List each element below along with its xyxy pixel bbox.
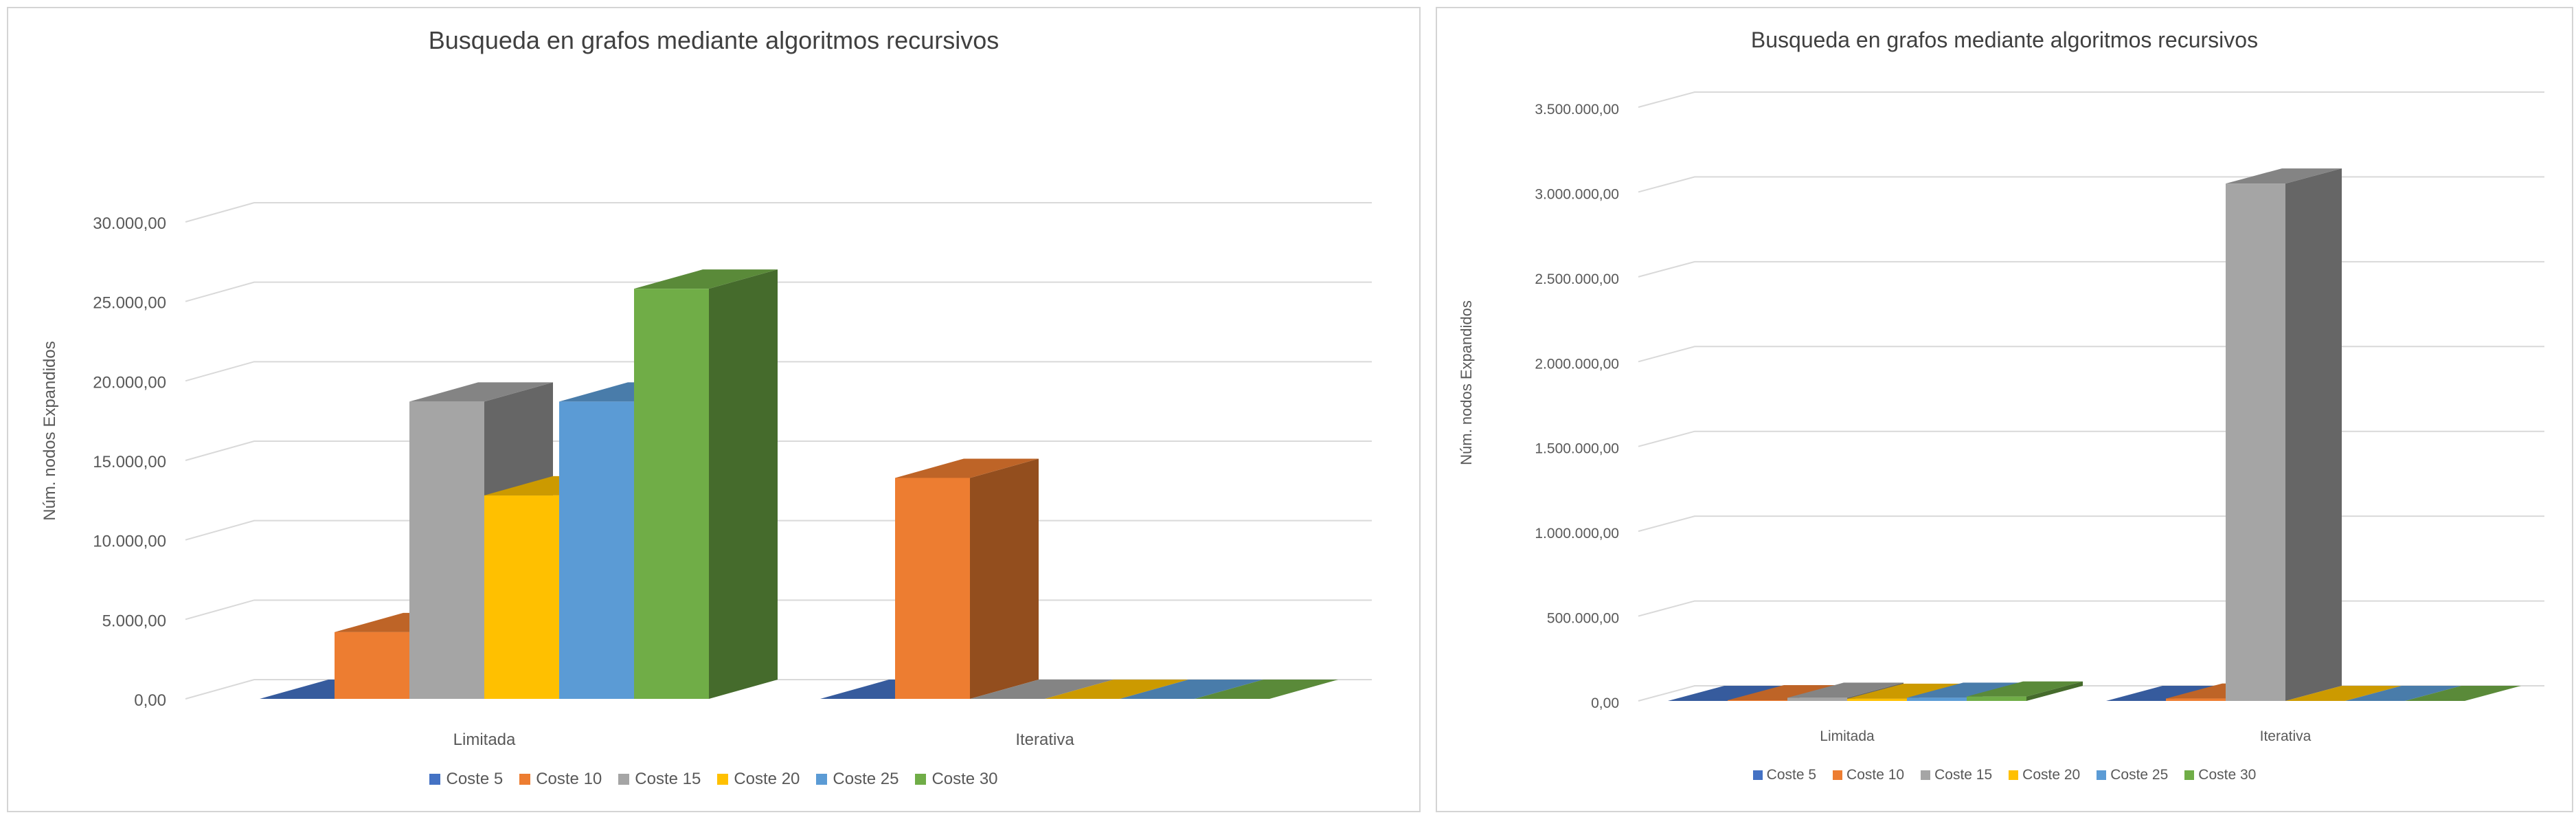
legend-label: Coste 15 — [1934, 767, 1993, 783]
legend-item: Coste 25 — [2097, 767, 2168, 783]
chart-right-ytick-label: 2.000.000,00 — [1535, 356, 1619, 372]
chart-right-bar — [2285, 686, 2402, 701]
chart-left-bar — [1120, 680, 1263, 699]
legend-item: Coste 10 — [519, 770, 602, 789]
chart-right-bar — [2226, 168, 2342, 702]
chart-right-ytick-label: 3.000.000,00 — [1535, 186, 1619, 202]
legend-label: Coste 20 — [734, 770, 800, 788]
chart-left-gridline — [185, 599, 1372, 621]
legend-swatch — [519, 774, 531, 785]
legend-label: Coste 25 — [2110, 767, 2169, 783]
legend-item: Coste 10 — [1833, 767, 1904, 783]
chart-left-ytick-label: 0,00 — [134, 691, 166, 710]
legend-swatch — [915, 774, 927, 785]
chart-right-ytick-label: 2.500.000,00 — [1535, 271, 1619, 287]
legend-swatch — [2009, 770, 2019, 780]
chart-right-title: Busqueda en grafos mediante algoritmos r… — [1750, 27, 2259, 52]
chart-right-category-label: Iterativa — [2260, 728, 2312, 744]
legend-item: Coste 15 — [1921, 767, 1992, 783]
chart-left-category-label: Iterativa — [1015, 730, 1074, 749]
legend-swatch — [429, 774, 441, 785]
chart-right-y-axis-title: Núm. nodos Expandidos — [1458, 300, 1475, 465]
chart-left-bar — [970, 680, 1114, 699]
chart-left-gridline — [185, 440, 1372, 461]
legend-swatch — [1921, 770, 1931, 780]
chart-right-gridline — [1638, 176, 2544, 193]
legend-label: Coste 30 — [2198, 767, 2257, 783]
chart-left-gridline — [185, 281, 1372, 302]
legend-item: Coste 30 — [2184, 767, 2256, 783]
legend-item: Coste 15 — [618, 770, 701, 789]
legend-label: Coste 30 — [931, 770, 998, 788]
chart-left-ytick-label: 5.000,00 — [102, 612, 166, 630]
legend-label: Coste 10 — [1846, 767, 1905, 783]
chart-right-gridline — [1638, 346, 2544, 363]
chart-right-panel: 0,00 500.000,00 1.000.000,00 1.500.000,00 2.… — [1436, 7, 2573, 812]
legend-label: Coste 5 — [446, 770, 504, 788]
chart-left-category-label: Limitada — [453, 730, 516, 749]
chart-right-bar — [1967, 681, 2083, 701]
legend-swatch — [1833, 770, 1843, 780]
legend-label: Coste 10 — [536, 770, 602, 788]
chart-left-y-axis-title: Núm. nodos Expandidos — [41, 341, 59, 521]
legend-swatch — [2097, 770, 2107, 780]
legend-label: Coste 20 — [2022, 767, 2081, 783]
chart-right-ytick-label: 500.000,00 — [1547, 611, 1619, 627]
chart-left-panel: 0,00 5.000,00 10.000,00 15.000,00 20.000,00 2… — [7, 7, 1421, 812]
chart-left-bar — [1045, 680, 1188, 699]
legend-swatch — [2184, 770, 2195, 780]
chart-left-gridline — [185, 202, 1372, 223]
legend-item: Coste 5 — [1752, 767, 1817, 783]
chart-left-gridline — [185, 520, 1372, 541]
legend-swatch — [816, 774, 828, 785]
chart-left-gridline — [185, 361, 1372, 382]
legend-label: Coste 15 — [635, 770, 701, 788]
legend-item: Coste 20 — [717, 770, 800, 789]
chart-left-bar — [1195, 680, 1338, 699]
chart-right-bar — [2345, 686, 2461, 701]
chart-right-legend: Coste 5 Coste 10 Coste 15 Coste 20 Coste 25 C… — [1437, 767, 2572, 784]
legend-swatch — [717, 774, 729, 785]
legend-swatch — [1752, 770, 1763, 780]
chart-right-gridline — [1638, 430, 2544, 447]
legend-swatch — [618, 774, 630, 785]
chart-left-ytick-label: 20.000,00 — [93, 373, 166, 392]
chart-right-gridline — [1638, 260, 2544, 278]
chart-right-ytick-label: 3.500.000,00 — [1535, 102, 1619, 118]
legend-item: Coste 25 — [816, 770, 899, 789]
chart-right-gridline — [1638, 91, 2544, 108]
chart-right-bar — [2106, 686, 2222, 701]
legend-label: Coste 25 — [833, 770, 899, 788]
chart-right-bar — [2405, 686, 2521, 701]
chart-right-ytick-label: 1.500.000,00 — [1535, 441, 1619, 457]
chart-left-title: Busqueda en grafos mediante algoritmos r… — [428, 26, 999, 54]
chart-right-category-label: Limitada — [1820, 728, 1875, 744]
chart-left-ytick-label: 10.000,00 — [93, 533, 166, 551]
chart-left-legend: Coste 5 Coste 10 Coste 15 Coste 20 Coste 25 C… — [8, 770, 1419, 790]
chart-right-bar — [1668, 686, 1784, 701]
chart-right-gridline — [1638, 515, 2544, 533]
chart-left-bar — [895, 458, 1039, 699]
chart-left-ytick-label: 25.000,00 — [93, 294, 166, 313]
chart-right-ytick-label: 1.000.000,00 — [1535, 526, 1619, 542]
legend-label: Coste 5 — [1766, 767, 1817, 783]
chart-left-ytick-label: 30.000,00 — [93, 214, 166, 233]
chart-left-canvas: 0,00 5.000,00 10.000,00 15.000,00 20.000,00 2… — [41, 202, 1372, 749]
chart-left-bar — [634, 269, 778, 699]
chart-right-canvas: 0,00 500.000,00 1.000.000,00 1.500.000,00 2.… — [1458, 91, 2544, 744]
chart-left-ytick-label: 15.000,00 — [93, 453, 166, 471]
legend-item: Coste 5 — [429, 770, 503, 789]
chart-right-ytick-label: 0,00 — [1591, 695, 1619, 711]
legend-item: Coste 30 — [915, 770, 998, 789]
chart-right-gridline — [1638, 600, 2544, 617]
legend-item: Coste 20 — [2009, 767, 2080, 783]
